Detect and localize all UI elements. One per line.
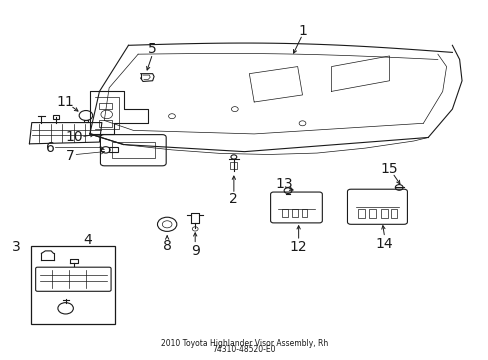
Text: 8: 8 (163, 239, 171, 253)
Bar (53, 116, 59, 119)
Text: 7: 7 (66, 149, 75, 163)
Text: 12: 12 (289, 240, 307, 255)
Text: 2010 Toyota Highlander Visor Assembly, Rh: 2010 Toyota Highlander Visor Assembly, R… (161, 338, 327, 347)
Text: 14: 14 (375, 237, 393, 251)
Text: 11: 11 (57, 95, 74, 109)
Bar (357, 209, 364, 217)
Bar (99, 121, 111, 127)
Text: 4: 4 (83, 233, 92, 247)
Text: 74310-48520-E0: 74310-48520-E0 (212, 345, 276, 354)
Bar (368, 209, 375, 217)
Text: 6: 6 (45, 141, 55, 155)
Bar (380, 209, 387, 217)
Bar (109, 147, 118, 152)
Text: 13: 13 (275, 176, 292, 190)
Text: 5: 5 (148, 42, 157, 56)
Text: 2: 2 (229, 193, 238, 207)
Bar (230, 162, 237, 169)
Text: 9: 9 (190, 244, 199, 258)
Bar (282, 209, 287, 216)
Bar (291, 209, 297, 216)
Text: 3: 3 (12, 240, 20, 255)
Text: 15: 15 (380, 162, 398, 176)
Bar (99, 103, 111, 109)
Text: 10: 10 (65, 130, 83, 144)
Bar (31, 246, 115, 324)
Bar (111, 143, 155, 158)
Text: 1: 1 (298, 24, 306, 38)
Bar (301, 209, 307, 216)
Bar (390, 209, 396, 217)
